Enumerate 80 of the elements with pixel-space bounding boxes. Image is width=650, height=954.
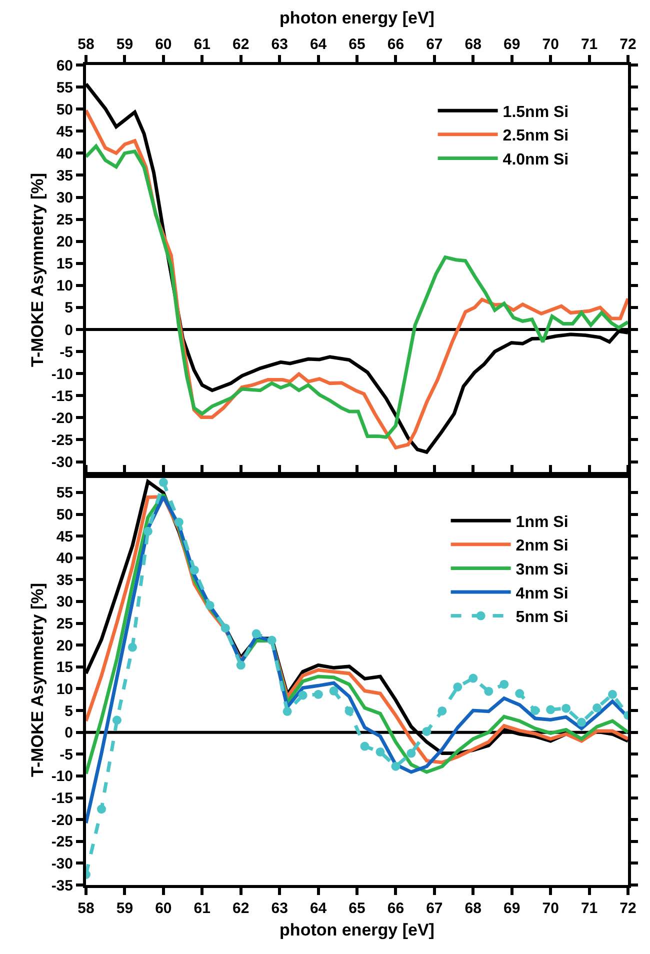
y-tick-label: 45: [56, 123, 73, 140]
x-tick-label: 62: [232, 36, 250, 53]
y-tick-label: 60: [56, 57, 73, 74]
y-tick-label: 50: [56, 506, 73, 524]
x-axis-title: photon energy [eV]: [280, 920, 434, 940]
x-tick-label: 70: [542, 36, 559, 53]
x-tick-label: 61: [194, 900, 210, 917]
y-tick-label: 25: [56, 212, 73, 229]
legend-label: 2.5nm Si: [502, 128, 569, 145]
x-tick-label: 60: [155, 36, 172, 53]
y-tick-label: 25: [56, 616, 73, 633]
y-axis-title: T-MOKE Asymmetry [%]: [28, 583, 47, 777]
x-tick-label: 68: [464, 900, 482, 917]
x-tick-label: 59: [116, 900, 134, 917]
y-tick-label: -35: [51, 877, 73, 894]
y-tick-label: 15: [56, 256, 73, 273]
x-tick-label: 69: [504, 900, 520, 917]
y-tick-label: 30: [56, 594, 73, 611]
y-tick-label: -15: [51, 790, 73, 808]
y-tick-label: -5: [60, 344, 73, 361]
x-tick-label: 60: [155, 900, 172, 917]
x-tick-label: 71: [580, 900, 598, 917]
y-tick-label: 15: [56, 659, 73, 676]
y-tick-label: 40: [56, 145, 73, 162]
x-tick-label: 61: [194, 36, 210, 53]
x-tick-label: 64: [310, 36, 328, 53]
y-tick-label: 30: [56, 190, 73, 207]
x-tick-label: 58: [78, 36, 94, 53]
y-tick-label: -20: [51, 812, 73, 829]
y-tick-label: 20: [56, 234, 73, 251]
x-tick-label: 65: [348, 36, 366, 53]
y-tick-label: -30: [51, 454, 73, 472]
y-tick-label: -30: [51, 855, 73, 872]
x-tick-label: 66: [387, 36, 404, 53]
y-tick-label: 40: [56, 550, 73, 568]
y-tick-label: -10: [51, 768, 73, 786]
x-tick-label: 68: [464, 36, 482, 53]
y-tick-label: -20: [51, 410, 73, 427]
y-tick-label: 35: [56, 572, 73, 589]
y-tick-label: 0: [64, 724, 73, 742]
x-tick-label: 70: [542, 900, 559, 917]
y-tick-label: -25: [51, 432, 73, 449]
legend-label: 4nm Si: [516, 585, 568, 602]
x-tick-label: 67: [426, 900, 443, 917]
legend-label: 2nm Si: [516, 538, 568, 555]
legend-label: 1.5nm Si: [502, 104, 569, 121]
y-tick-label: 35: [56, 167, 73, 184]
x-tick-label: 72: [620, 36, 636, 53]
y-tick-label: 55: [56, 484, 73, 502]
y-tick-label: -15: [51, 388, 73, 405]
y-tick-label: 10: [56, 680, 73, 698]
x-tick-label: 69: [504, 36, 520, 53]
x-axis-title: photon energy [eV]: [280, 8, 434, 28]
legend-label: 3nm Si: [516, 561, 568, 578]
legend-label: 4.0nm Si: [502, 151, 569, 168]
legend-label: 5nm Si: [516, 609, 568, 626]
x-tick-label: 65: [348, 900, 366, 917]
x-tick-label: 67: [426, 36, 443, 53]
y-axis-title: T-MOKE Asymmetry [%]: [28, 173, 47, 367]
y-tick-label: -25: [51, 834, 73, 851]
y-tick-label: 10: [56, 278, 73, 295]
y-tick-label: -10: [51, 366, 73, 383]
y-tick-label: 50: [56, 101, 73, 118]
y-tick-label: 0: [64, 322, 73, 339]
x-tick-label: 71: [580, 36, 598, 53]
y-tick-label: 55: [56, 79, 73, 96]
y-tick-label: 20: [56, 637, 73, 654]
y-tick-label: 5: [64, 300, 73, 317]
y-tick-label: 45: [56, 528, 73, 546]
x-tick-label: 72: [620, 900, 636, 917]
x-tick-label: 62: [232, 900, 250, 917]
x-tick-label: 63: [271, 900, 288, 917]
x-tick-label: 58: [78, 900, 94, 917]
x-tick-label: 66: [387, 900, 404, 917]
x-tick-label: 59: [116, 36, 134, 53]
y-tick-label: -5: [60, 746, 73, 764]
x-tick-label: 64: [310, 900, 328, 917]
legend-label: 1nm Si: [516, 514, 568, 531]
y-tick-label: 5: [64, 702, 73, 720]
x-tick-label: 63: [271, 36, 288, 53]
